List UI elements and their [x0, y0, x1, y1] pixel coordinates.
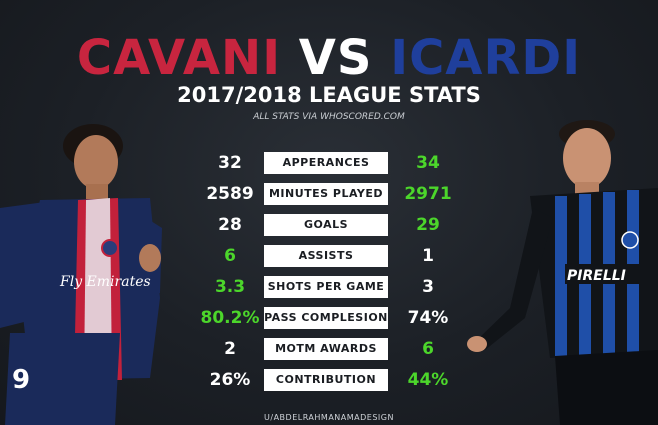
stat-label: SHOTS PER GAME [264, 276, 388, 298]
cavani-stat-value: 2589 [206, 184, 254, 204]
cavani-stat-value: 32 [218, 153, 242, 173]
cavani-player-image: Fly Emirates 9 [0, 124, 162, 425]
icardi-stat-value: 1 [422, 246, 434, 266]
stat-label: APPERANCES [264, 152, 388, 174]
stat-row-assists: 6 ASSISTS 1 [0, 244, 658, 268]
cavani-stat-value: 26% [209, 370, 251, 390]
page-title: CAVANI VS ICARDI [0, 30, 658, 86]
cavani-stat-value: 28 [218, 215, 242, 235]
stat-row-contribution: 26% CONTRIBUTION 44% [0, 368, 658, 392]
stat-label: GOALS [264, 214, 388, 236]
stat-row-pass-completion: 80.2% PASS COMPLESION 74% [0, 306, 658, 330]
stat-label: CONTRIBUTION [264, 369, 388, 391]
designer-credit: U/ABDELRAHMANAMADESIGN [264, 413, 394, 422]
stat-row-minutes-played: 2589 MINUTES PLAYED 2971 [0, 182, 658, 206]
inter-badge-icon [621, 231, 639, 249]
stat-label: PASS COMPLESION [264, 307, 388, 329]
stat-row-motm-awards: 2 MOTM AWARDS 6 [0, 337, 658, 361]
stat-row-shots-per-game: 3.3 SHOTS PER GAME 3 [0, 275, 658, 299]
title-vs: VS [298, 30, 373, 86]
icardi-stat-value: 44% [407, 370, 449, 390]
icardi-stat-value: 6 [422, 339, 434, 359]
stats-source: ALL STATS VIA WHOSCORED.COM [253, 112, 405, 122]
icardi-stat-value: 29 [416, 215, 440, 235]
icardi-stat-value: 3 [422, 277, 434, 297]
icardi-player-image: PIRELLI [467, 120, 658, 425]
icardi-stat-value: 2971 [404, 184, 452, 204]
cavani-stat-value: 6 [224, 246, 236, 266]
psg-badge-icon [101, 239, 119, 257]
icardi-stat-value: 74% [407, 308, 449, 328]
cavani-shirt-sponsor: Fly Emirates [59, 274, 151, 290]
stat-label: MINUTES PLAYED [264, 183, 388, 205]
stat-row-goals: 28 GOALS 29 [0, 213, 658, 237]
icardi-stat-value: 34 [416, 153, 440, 173]
cavani-shirt-number: 9 [12, 365, 30, 395]
cavani-stat-value: 2 [224, 339, 236, 359]
cavani-stat-value: 3.3 [214, 277, 246, 297]
icardi-shirt-sponsor: PIRELLI [567, 268, 626, 284]
title-player-left: CAVANI [76, 30, 282, 86]
title-player-right: ICARDI [390, 30, 582, 86]
season-subtitle: 2017/2018 LEAGUE STATS [177, 83, 481, 107]
cavani-stat-value: 80.2% [200, 308, 260, 328]
stat-row-appearances: 32 APPERANCES 34 [0, 151, 658, 175]
stat-label: ASSISTS [264, 245, 388, 267]
stat-label: MOTM AWARDS [264, 338, 388, 360]
